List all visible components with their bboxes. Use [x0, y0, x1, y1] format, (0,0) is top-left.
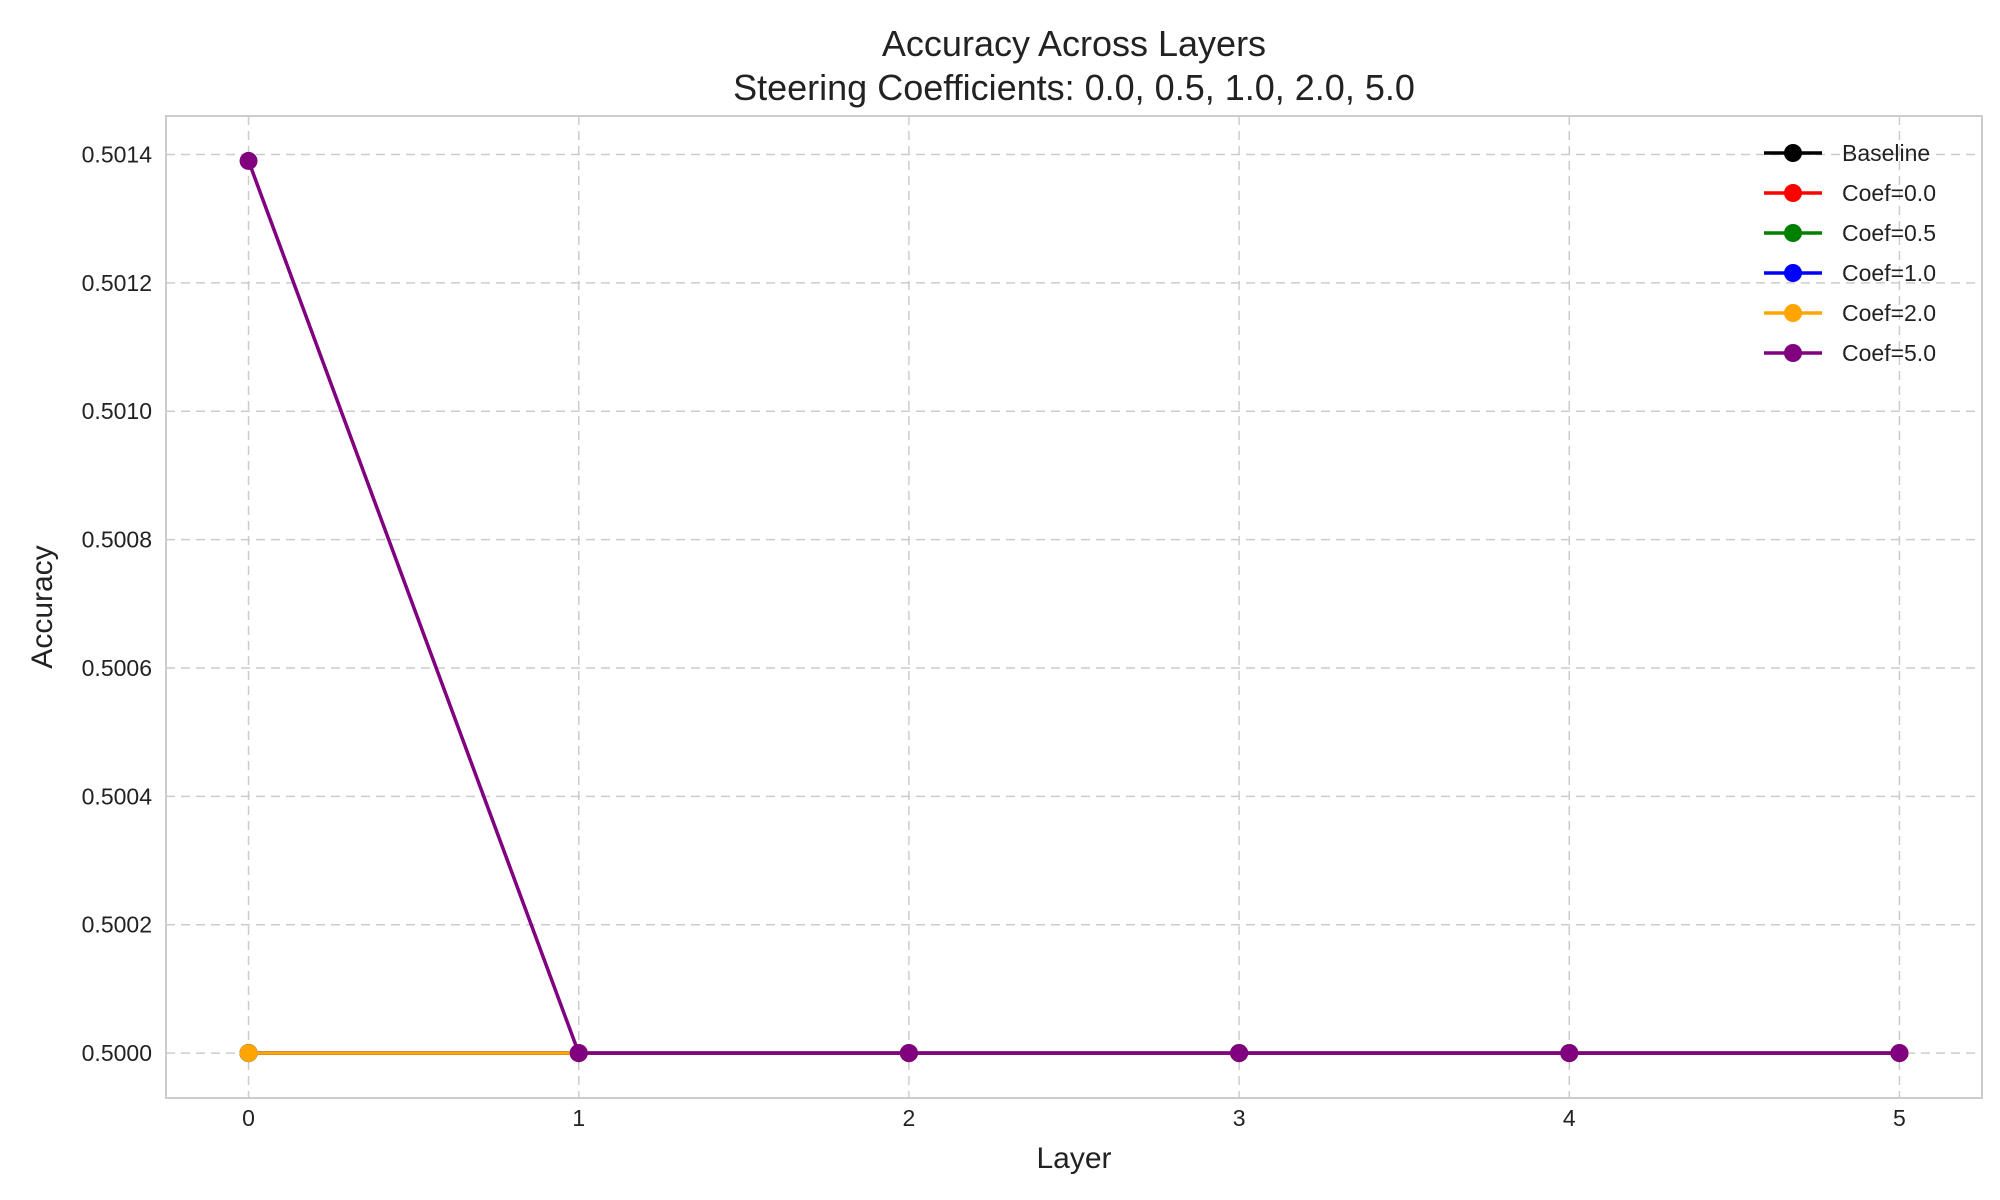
legend-item: Coef=5.0 [1764, 340, 1936, 366]
legend-label: Coef=5.0 [1842, 340, 1936, 366]
y-tick-label: 0.5012 [82, 270, 152, 296]
legend-marker [1784, 144, 1802, 162]
y-tick-label: 0.5002 [82, 912, 152, 938]
data-point [899, 1044, 918, 1063]
x-tick-label: 3 [1233, 1105, 1246, 1131]
legend-item: Coef=1.0 [1764, 260, 1936, 286]
plot-area [165, 115, 1983, 1099]
x-tick-label: 0 [242, 1105, 255, 1131]
data-point [239, 1044, 258, 1063]
legend-item: Baseline [1764, 140, 1930, 166]
x-tick-label: 2 [903, 1105, 916, 1131]
x-axis-label: Layer [1036, 1142, 1111, 1175]
series-line [246, 160, 1900, 1055]
data-point [569, 1044, 588, 1063]
y-tick-label: 0.5008 [82, 527, 152, 553]
legend-item: Coef=0.0 [1764, 180, 1936, 206]
chart-title: Accuracy Across Layers [882, 23, 1266, 64]
grid-lines [166, 116, 1982, 1098]
legend-item: Coef=0.5 [1764, 220, 1936, 246]
y-tick-label: 0.5014 [82, 142, 153, 168]
legend-marker [1784, 304, 1802, 322]
data-point [1890, 1044, 1909, 1063]
legend-label: Coef=1.0 [1842, 260, 1936, 286]
legend-label: Coef=2.0 [1842, 300, 1936, 326]
legend-label: Baseline [1842, 140, 1930, 166]
x-tick-label: 1 [572, 1105, 585, 1131]
legend-label: Coef=0.5 [1842, 220, 1936, 246]
legend-item: Coef=2.0 [1764, 300, 1936, 326]
legend-marker [1784, 184, 1802, 202]
series-coef-5-0 [239, 151, 1909, 1063]
y-tick-label: 0.5004 [82, 783, 153, 809]
legend-marker [1784, 224, 1802, 242]
data-point [1560, 1044, 1579, 1063]
series-layer [239, 151, 1909, 1063]
y-axis-label: Accuracy [26, 545, 59, 668]
y-axis-ticks: 0.5000 0.5002 0.5004 0.5006 0.5008 0.5010 0.50… [82, 142, 153, 1067]
chart-subtitle: Steering Coefficients: 0.0, 0.5, 1.0, 2.… [733, 67, 1415, 108]
x-tick-label: 5 [1893, 1105, 1906, 1131]
x-axis-ticks: 0 1 2 3 4 5 [242, 1105, 1906, 1131]
y-tick-label: 0.5010 [82, 398, 152, 424]
data-point [239, 151, 258, 170]
legend-marker [1784, 344, 1802, 362]
legend-marker [1784, 264, 1802, 282]
legend-label: Coef=0.0 [1842, 180, 1936, 206]
x-tick-label: 4 [1563, 1105, 1576, 1131]
legend: Baseline Coef=0.0 Coef=0.5 Coef=1.0 Coef=2.0… [1764, 140, 1936, 366]
data-point [1230, 1044, 1249, 1063]
y-tick-label: 0.5000 [82, 1040, 152, 1066]
y-tick-label: 0.5006 [82, 655, 152, 681]
